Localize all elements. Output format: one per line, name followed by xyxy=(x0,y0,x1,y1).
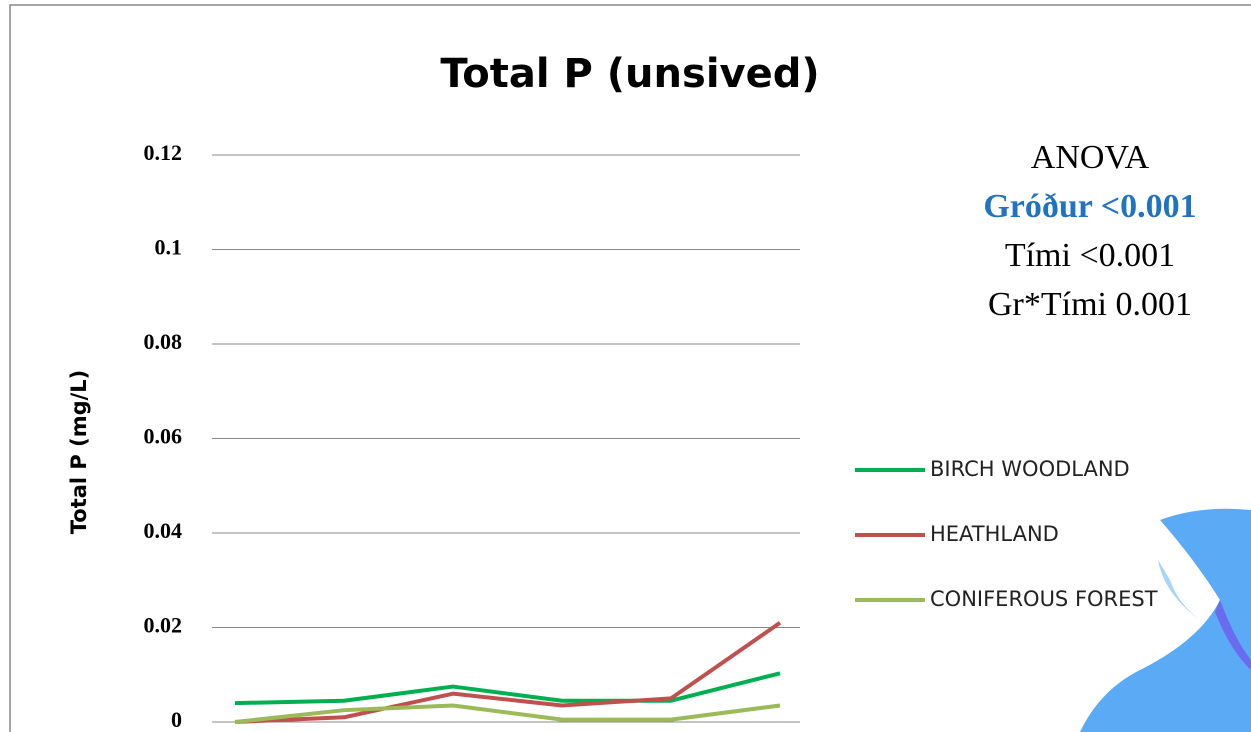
decoration xyxy=(1215,600,1251,670)
series-line xyxy=(234,703,781,724)
legend-label: CONIFEROUS FOREST xyxy=(930,587,1158,611)
annotation: Tími <0.001 xyxy=(1005,237,1175,274)
chart-frame xyxy=(9,4,1251,732)
annotation: Gróður <0.001 xyxy=(983,188,1196,225)
legend-label: HEATHLAND xyxy=(930,522,1059,546)
y-tick-label: 0.12 xyxy=(144,140,183,165)
chart-title: Total P (unsived) xyxy=(440,51,819,97)
y-tick-label: 0.1 xyxy=(155,235,183,260)
legend-label: BIRCH WOODLAND xyxy=(930,457,1130,481)
y-axis-label: Total P (mg/L) xyxy=(67,370,91,535)
y-tick-label: 0 xyxy=(171,707,182,732)
y-tick-label: 0.04 xyxy=(144,518,183,543)
annotation: Gr*Tími 0.001 xyxy=(988,286,1192,323)
y-tick-label: 0.06 xyxy=(144,424,183,449)
series-line xyxy=(234,671,781,706)
y-tick-label: 0.02 xyxy=(144,613,183,638)
series-line xyxy=(234,621,782,724)
annotation: ANOVA xyxy=(1031,139,1150,176)
y-tick-label: 0.08 xyxy=(144,329,183,354)
decoration xyxy=(1080,508,1251,732)
